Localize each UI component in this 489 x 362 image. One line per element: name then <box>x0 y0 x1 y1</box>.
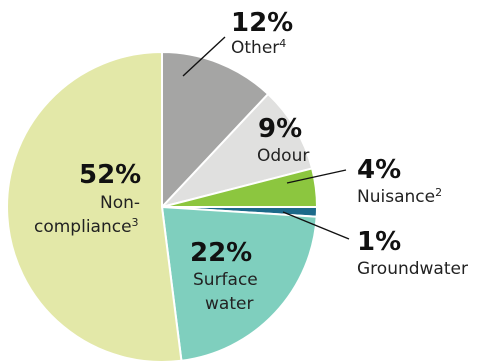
slice-footnote-nuisance: 2 <box>435 186 442 199</box>
slice-label-other: Other4 <box>231 37 286 58</box>
leader-line-nuisance <box>286 169 347 184</box>
pie-slice-other <box>161 51 270 208</box>
slice-label-odour: Odour <box>257 146 309 166</box>
slice-label-percent-surface: 22% <box>190 238 252 268</box>
slice-label-percent-nuisance: 4% <box>357 155 401 185</box>
slice-label-nuisance-text: Nuisance <box>357 187 435 207</box>
leader-line-other <box>182 36 226 77</box>
slice-label-groundwater: Groundwater <box>357 259 468 279</box>
slice-label-noncompliance-line2: compliance3 <box>34 216 139 237</box>
slice-label-nuisance: Nuisance2 <box>357 186 442 207</box>
slice-label-percent-other: 12% <box>231 8 293 38</box>
slice-label-percent-noncompliance: 52% <box>79 160 141 190</box>
pie-slices <box>6 51 318 362</box>
slice-label-noncompliance-line2-text: compliance <box>34 217 132 237</box>
slice-label-percent-odour: 9% <box>258 114 302 144</box>
slice-label-surface-line1: Surface <box>193 270 258 290</box>
leader-line-groundwater <box>282 211 350 240</box>
slice-label-noncompliance-line1: Non- <box>100 193 140 213</box>
slice-label-surface-line2: water <box>205 294 253 314</box>
slice-footnote-noncompliance: 3 <box>132 216 139 229</box>
pie-slice-noncompliance <box>6 51 183 362</box>
pie-slice-odour <box>161 93 314 208</box>
slice-footnote-other: 4 <box>279 37 286 50</box>
slice-label-other-text: Other <box>231 38 279 58</box>
slice-label-percent-groundwater: 1% <box>357 227 401 257</box>
pie-slice-surface <box>161 206 318 362</box>
